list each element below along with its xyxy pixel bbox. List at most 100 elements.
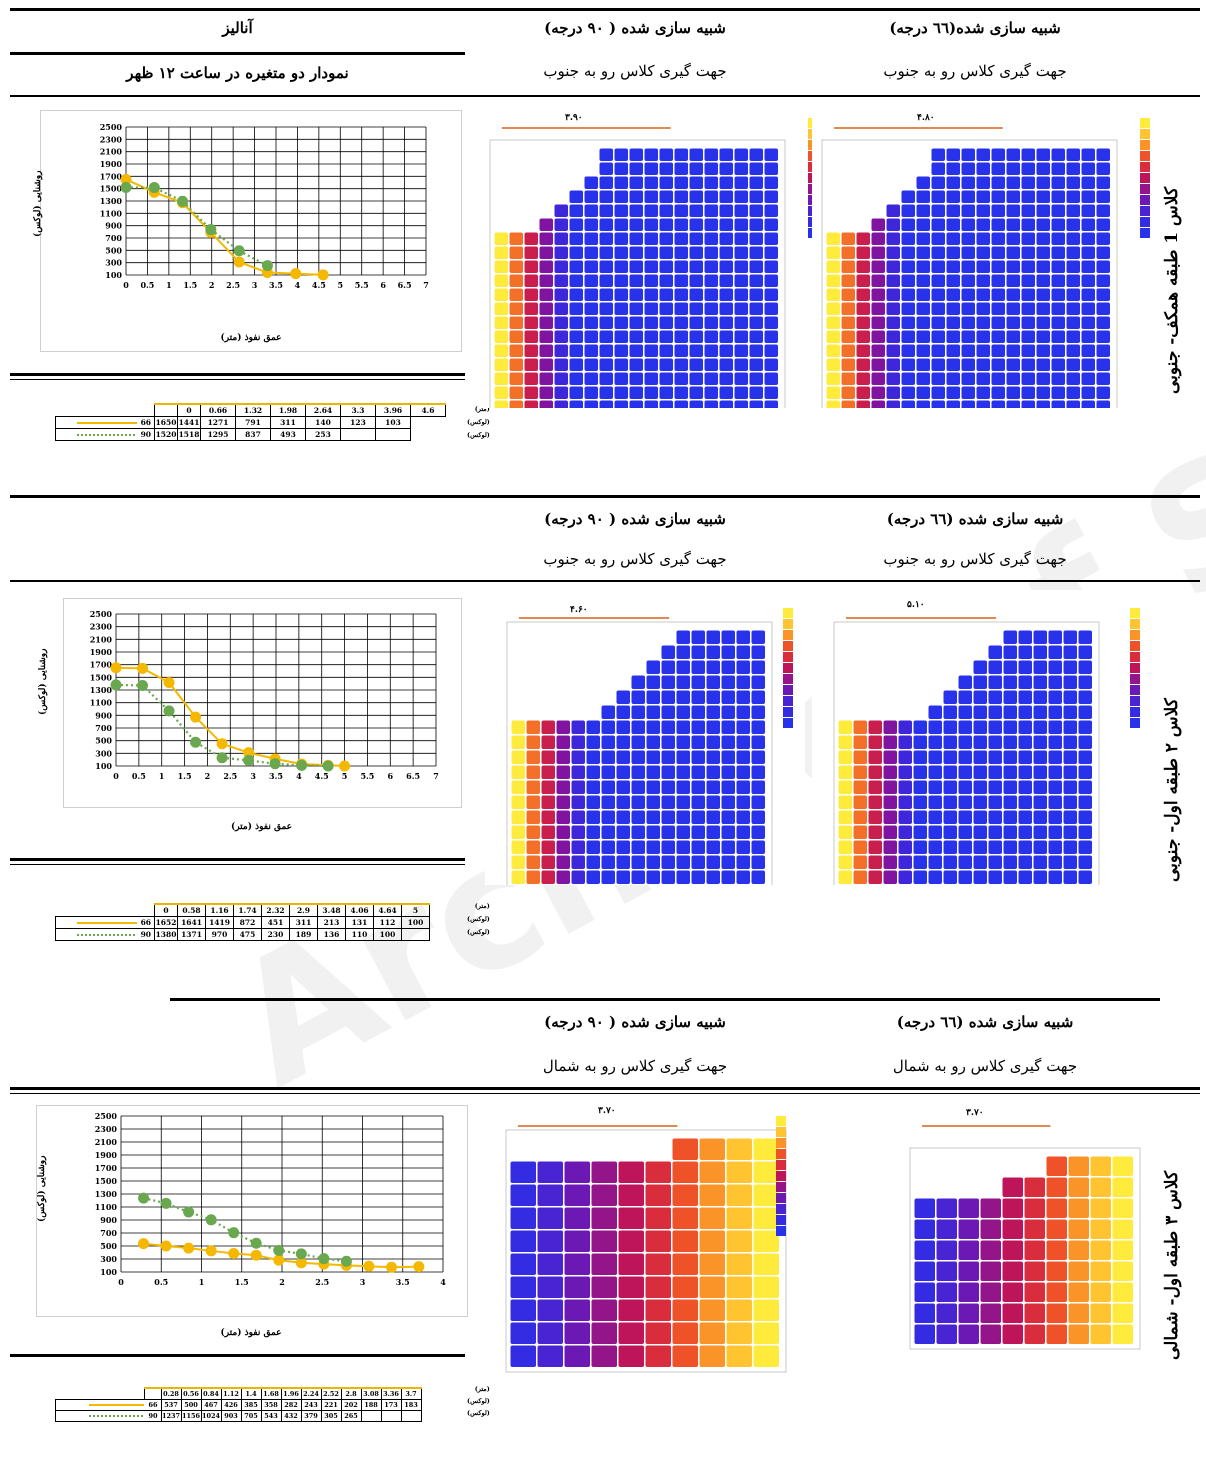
sim-cell	[644, 190, 658, 203]
sim-cell	[1033, 705, 1047, 719]
sim-cell	[826, 260, 840, 273]
sim-cell	[734, 288, 748, 301]
sim-cell	[691, 855, 705, 869]
sim-cell	[719, 288, 733, 301]
sim-cell	[1096, 386, 1110, 399]
sim-cell	[661, 795, 675, 809]
sim-cell	[614, 386, 628, 399]
sim-cell	[749, 218, 763, 231]
sim-cell	[856, 288, 870, 301]
legend-swatch	[776, 1138, 786, 1148]
sim-cell	[1066, 218, 1080, 231]
table-cell: 1441	[177, 416, 201, 429]
sim-cell	[1063, 645, 1077, 659]
sim-cell	[1021, 274, 1035, 287]
table-cell: 230	[261, 928, 290, 941]
sim-cell	[691, 810, 705, 824]
y-tick-label: 1700	[90, 660, 113, 670]
sim-cell	[672, 1276, 698, 1298]
sim-cell	[1006, 358, 1020, 371]
sim-cell	[541, 870, 555, 884]
sim-cell	[946, 176, 960, 189]
legend-swatch	[783, 685, 793, 695]
sim-cell	[661, 765, 675, 779]
sim-cell	[1003, 735, 1017, 749]
sim-cell	[629, 148, 643, 161]
sim-cell	[541, 795, 555, 809]
sim-cell	[1078, 735, 1092, 749]
sim-cell	[726, 1345, 752, 1367]
sim-cell	[936, 1240, 957, 1260]
sim-cell	[1063, 660, 1077, 674]
sim-cell	[704, 232, 718, 245]
sim-cell	[871, 246, 885, 259]
sim-cell	[936, 1198, 957, 1218]
legend-swatch	[1140, 217, 1150, 227]
sim-cell	[494, 302, 508, 315]
sim-cell	[913, 735, 927, 749]
data-point-90	[190, 736, 202, 748]
table-cell: 110	[345, 928, 374, 941]
table-cell: 475	[233, 928, 262, 941]
sim-cell	[691, 780, 705, 794]
sim-cell	[674, 274, 688, 287]
sim-cell	[586, 825, 600, 839]
sim-cell	[883, 720, 897, 734]
sim-cell	[661, 735, 675, 749]
sim-cell	[616, 720, 630, 734]
sim-cell	[958, 675, 972, 689]
sim-cell	[976, 330, 990, 343]
sim-cell	[674, 232, 688, 245]
x-tick-label: 5.5	[360, 771, 374, 781]
sim-cell	[691, 630, 705, 644]
sim-cell	[991, 260, 1005, 273]
sim-cell	[853, 795, 867, 809]
y-tick-label: 500	[100, 1241, 117, 1251]
simulation-90-2: ۴.۶۰	[485, 590, 805, 885]
sim-cell	[1033, 720, 1047, 734]
legend-swatch	[1140, 184, 1150, 194]
sim-cell	[961, 344, 975, 357]
sim-cell	[946, 302, 960, 315]
table-cell: 5	[401, 903, 430, 917]
simulation-grid	[812, 100, 1162, 408]
sim-cell	[676, 825, 690, 839]
sim-cell	[704, 260, 718, 273]
sim-cell	[1018, 660, 1032, 674]
sim-cell	[699, 1138, 725, 1160]
sim-cell	[719, 190, 733, 203]
sim-cell	[898, 720, 912, 734]
sim-cell	[554, 330, 568, 343]
sim-cell	[991, 148, 1005, 161]
sim-cell	[883, 780, 897, 794]
sim-cell	[826, 232, 840, 245]
sim-cell	[838, 840, 852, 854]
sim-cell	[571, 795, 585, 809]
sim-cell	[1036, 162, 1050, 175]
sim-cell	[661, 675, 675, 689]
sim-cell	[734, 274, 748, 287]
sim-cell	[524, 400, 538, 408]
sim-cell	[928, 810, 942, 824]
sim-cell	[719, 148, 733, 161]
legend-swatch	[1130, 641, 1140, 651]
sim-cell	[645, 1161, 671, 1183]
rule-2-top	[10, 495, 1200, 498]
sim-cell	[689, 358, 703, 371]
section-label-1: کلاس 1 طبقه همکف- جنوبی	[1162, 186, 1182, 394]
sim-cell	[524, 344, 538, 357]
sim-cell	[494, 274, 508, 287]
sim-cell	[1002, 1261, 1023, 1281]
chart-caption: نمودار دو متغیره در ساعت ۱۲ ظهر	[126, 64, 349, 82]
sim-cell	[1021, 316, 1035, 329]
sim-cell	[868, 825, 882, 839]
sim-cell	[644, 232, 658, 245]
sim-cell	[721, 765, 735, 779]
sim-cell	[916, 330, 930, 343]
sim-cell	[1048, 765, 1062, 779]
sim-cell	[736, 750, 750, 764]
sim-cell	[856, 302, 870, 315]
table-cell: 872	[233, 916, 262, 929]
sim-cell	[1081, 274, 1095, 287]
sim-cell	[631, 690, 645, 704]
